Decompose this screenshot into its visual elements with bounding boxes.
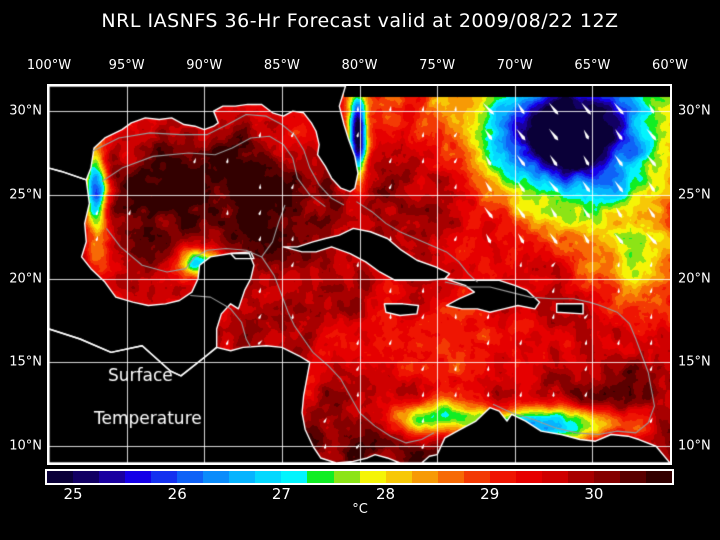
colorbar-band	[99, 471, 126, 483]
lat-tick-label-right: 15°N	[678, 354, 711, 370]
colorbar-band	[307, 471, 334, 483]
colorbar-tick-label: 30	[584, 485, 604, 503]
lon-tick-label: 85°W	[263, 58, 300, 73]
colorbar-band	[125, 471, 152, 483]
map-plot-area	[47, 84, 672, 465]
sst-heatmap-canvas	[49, 86, 670, 463]
colorbar-tick-label: 25	[63, 485, 83, 503]
lat-tick-label-right: 10°N	[678, 438, 711, 454]
lat-tick-label-left: 10°N	[9, 438, 42, 454]
colorbar-band	[489, 471, 516, 483]
colorbar-band	[463, 471, 490, 483]
colorbar-band	[229, 471, 256, 483]
colorbar-band	[255, 471, 282, 483]
lat-tick-label-right: 20°N	[678, 271, 711, 287]
colorbar-band	[437, 471, 464, 483]
lat-tick-label-left: 15°N	[9, 354, 42, 370]
colorbar-tick-label: 28	[375, 485, 396, 503]
colorbar-band	[47, 471, 74, 483]
lon-tick-label: 80°W	[341, 58, 378, 73]
colorbar-band	[203, 471, 230, 483]
page-title: NRL IASNFS 36-Hr Forecast valid at 2009/…	[101, 10, 619, 32]
colorbar-unit-label: °C	[352, 502, 368, 517]
lat-tick-label-left: 25°N	[9, 187, 42, 203]
colorbar-tick-label: 29	[480, 485, 500, 503]
lat-tick-label-left: 20°N	[9, 271, 42, 287]
colorbar-band	[151, 471, 178, 483]
colorbar-band	[73, 471, 100, 483]
colorbar-band	[620, 471, 647, 483]
lat-tick-label-left: 30°N	[9, 103, 42, 119]
lon-tick-label: 75°W	[419, 58, 456, 73]
colorbar-band	[333, 471, 360, 483]
lon-tick-label: 70°W	[496, 58, 533, 73]
lon-tick-label: 65°W	[574, 58, 611, 73]
lon-tick-label: 90°W	[186, 58, 223, 73]
lon-tick-label: 100°W	[26, 58, 72, 73]
colorbar-band	[359, 471, 386, 483]
colorbar-band	[515, 471, 542, 483]
lat-tick-label-right: 25°N	[678, 187, 711, 203]
colorbar-band	[646, 471, 673, 483]
colorbar-band	[567, 471, 594, 483]
colorbar-tick-label: 26	[167, 485, 187, 503]
colorbar-band	[281, 471, 308, 483]
lat-tick-label-right: 30°N	[678, 103, 711, 119]
lon-tick-label: 60°W	[652, 58, 688, 73]
colorbar-band	[385, 471, 412, 483]
colorbar-band	[411, 471, 438, 483]
lon-tick-label: 95°W	[108, 58, 145, 73]
colorbar-tick-label: 27	[271, 485, 291, 503]
colorbar-band	[593, 471, 621, 483]
colorbar	[45, 469, 674, 485]
colorbar-band	[177, 471, 204, 483]
colorbar-band	[541, 471, 568, 483]
